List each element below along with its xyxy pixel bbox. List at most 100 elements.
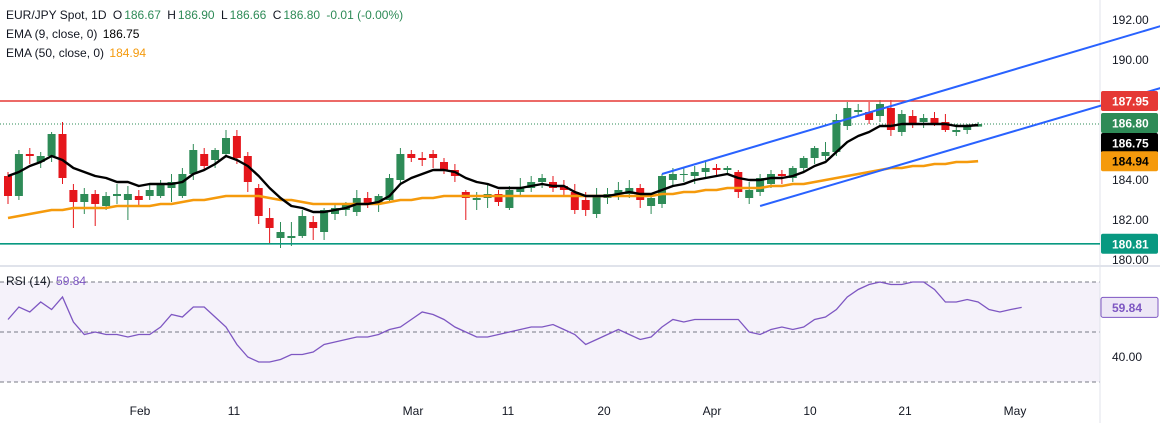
y-tick-label: 184.00 — [1112, 173, 1149, 187]
channel-upper-line — [661, 25, 1160, 175]
x-tick-label: 20 — [597, 404, 611, 418]
rsi-value: 59.84 — [56, 274, 87, 288]
ema9-tag: 186.75 — [1112, 137, 1149, 151]
candle-body — [407, 154, 416, 158]
y-tick-label: 190.00 — [1112, 53, 1149, 67]
low-label: L — [220, 8, 228, 22]
candle-body — [243, 156, 252, 182]
candle-body — [570, 192, 579, 210]
candle-body — [440, 162, 448, 170]
rsi-tag: 59.84 — [1112, 301, 1142, 315]
y-tick-label: 180.00 — [1112, 253, 1149, 267]
candle-body — [494, 194, 503, 202]
current-price-tag-bg — [1101, 113, 1158, 133]
candle-body — [232, 136, 241, 158]
candle-body — [854, 110, 863, 112]
open-label: O — [112, 8, 123, 22]
candle-body — [712, 168, 721, 170]
y-tick-label: 192.00 — [1112, 13, 1149, 27]
candle-body — [832, 120, 841, 152]
candle-body — [647, 198, 656, 206]
candle-body — [777, 174, 786, 176]
x-tick-label: 11 — [502, 404, 515, 418]
candle-body — [668, 174, 677, 180]
candle-body — [941, 122, 950, 130]
candle-body — [952, 130, 961, 132]
support-tag: 180.81 — [1112, 237, 1149, 251]
ema50-label: EMA (50, close, 0) — [6, 46, 105, 60]
candle-body — [254, 188, 263, 216]
current-price-tag: 186.80 — [1112, 117, 1149, 131]
candle-body — [843, 108, 852, 126]
candle-body — [211, 150, 220, 160]
ema50-line — [7, 159, 979, 220]
candle-body — [930, 118, 939, 124]
symbol-label: EUR/JPY Spot, 1D — [6, 8, 107, 22]
candle-body — [538, 178, 547, 182]
candle-body — [429, 154, 438, 158]
candle-body — [745, 190, 754, 198]
candle-body — [4, 176, 12, 196]
candle-body — [200, 154, 209, 166]
candle-body — [36, 156, 45, 162]
candle-body — [14, 154, 23, 196]
candle-body — [886, 108, 895, 130]
candle-body — [756, 178, 765, 192]
candle-body — [320, 210, 329, 232]
candle-body — [178, 174, 187, 196]
candle-body — [810, 148, 819, 158]
candle-body — [592, 196, 601, 214]
candle-body — [799, 158, 808, 168]
candle-body — [58, 134, 67, 178]
support-tag-bg — [1101, 233, 1158, 254]
candle-body — [559, 186, 568, 190]
candle-body — [472, 198, 481, 200]
ema9-label: EMA (9, close, 0) — [6, 27, 98, 41]
candle-body — [581, 200, 590, 210]
x-tick-label: Mar — [403, 404, 424, 418]
candle-body — [690, 172, 699, 176]
x-tick-label: Feb — [130, 404, 151, 418]
candle-body — [287, 236, 296, 238]
candle-body — [309, 222, 318, 228]
candle-body — [265, 218, 274, 228]
ema50-tag: 184.94 — [1112, 155, 1149, 169]
candle-body — [919, 118, 928, 122]
x-tick-label: May — [1004, 404, 1027, 418]
x-tick-label: Apr — [703, 404, 722, 418]
high-value: 186.90 — [177, 8, 215, 22]
candle-body — [47, 134, 56, 156]
candle-body — [788, 168, 797, 178]
candle-body — [821, 152, 830, 156]
x-tick-label: 11 — [228, 404, 241, 418]
candle-body — [908, 116, 917, 124]
candle-body — [505, 190, 514, 208]
candle-body — [25, 154, 34, 156]
ema50-value: 184.94 — [109, 46, 147, 60]
high-label: H — [167, 8, 176, 22]
ohlc-legend: EUR/JPY Spot, 1D O 186.67 H 186.90 L 186.66… — [6, 8, 405, 22]
rsi-label: RSI (14) — [6, 274, 51, 288]
candle-body — [91, 194, 100, 204]
rsi-line — [7, 281, 1022, 363]
candle-body — [113, 194, 121, 196]
candle-body — [614, 190, 623, 194]
candle-body — [156, 184, 165, 196]
candle-body — [363, 198, 372, 204]
candle-body — [276, 232, 285, 238]
x-tick-label: 21 — [898, 404, 912, 418]
resistance-tag-bg — [1101, 91, 1158, 111]
candle-body — [145, 190, 154, 196]
ema9-tag-bg — [1101, 133, 1158, 153]
change-value: -0.01 (-0.00%) — [326, 8, 404, 22]
candle-body — [396, 154, 405, 180]
candle-body — [734, 172, 743, 192]
ema9-value: 186.75 — [102, 27, 140, 41]
ema9-legend: EMA (9, close, 0) 186.75 — [6, 27, 141, 41]
close-value: 186.80 — [283, 8, 321, 22]
candle-body — [679, 174, 688, 175]
candle-body — [418, 158, 427, 160]
ema50-tag-bg — [1101, 151, 1158, 172]
rsi-legend: RSI (14) 59.84 — [6, 274, 88, 288]
candle-body — [123, 194, 132, 200]
